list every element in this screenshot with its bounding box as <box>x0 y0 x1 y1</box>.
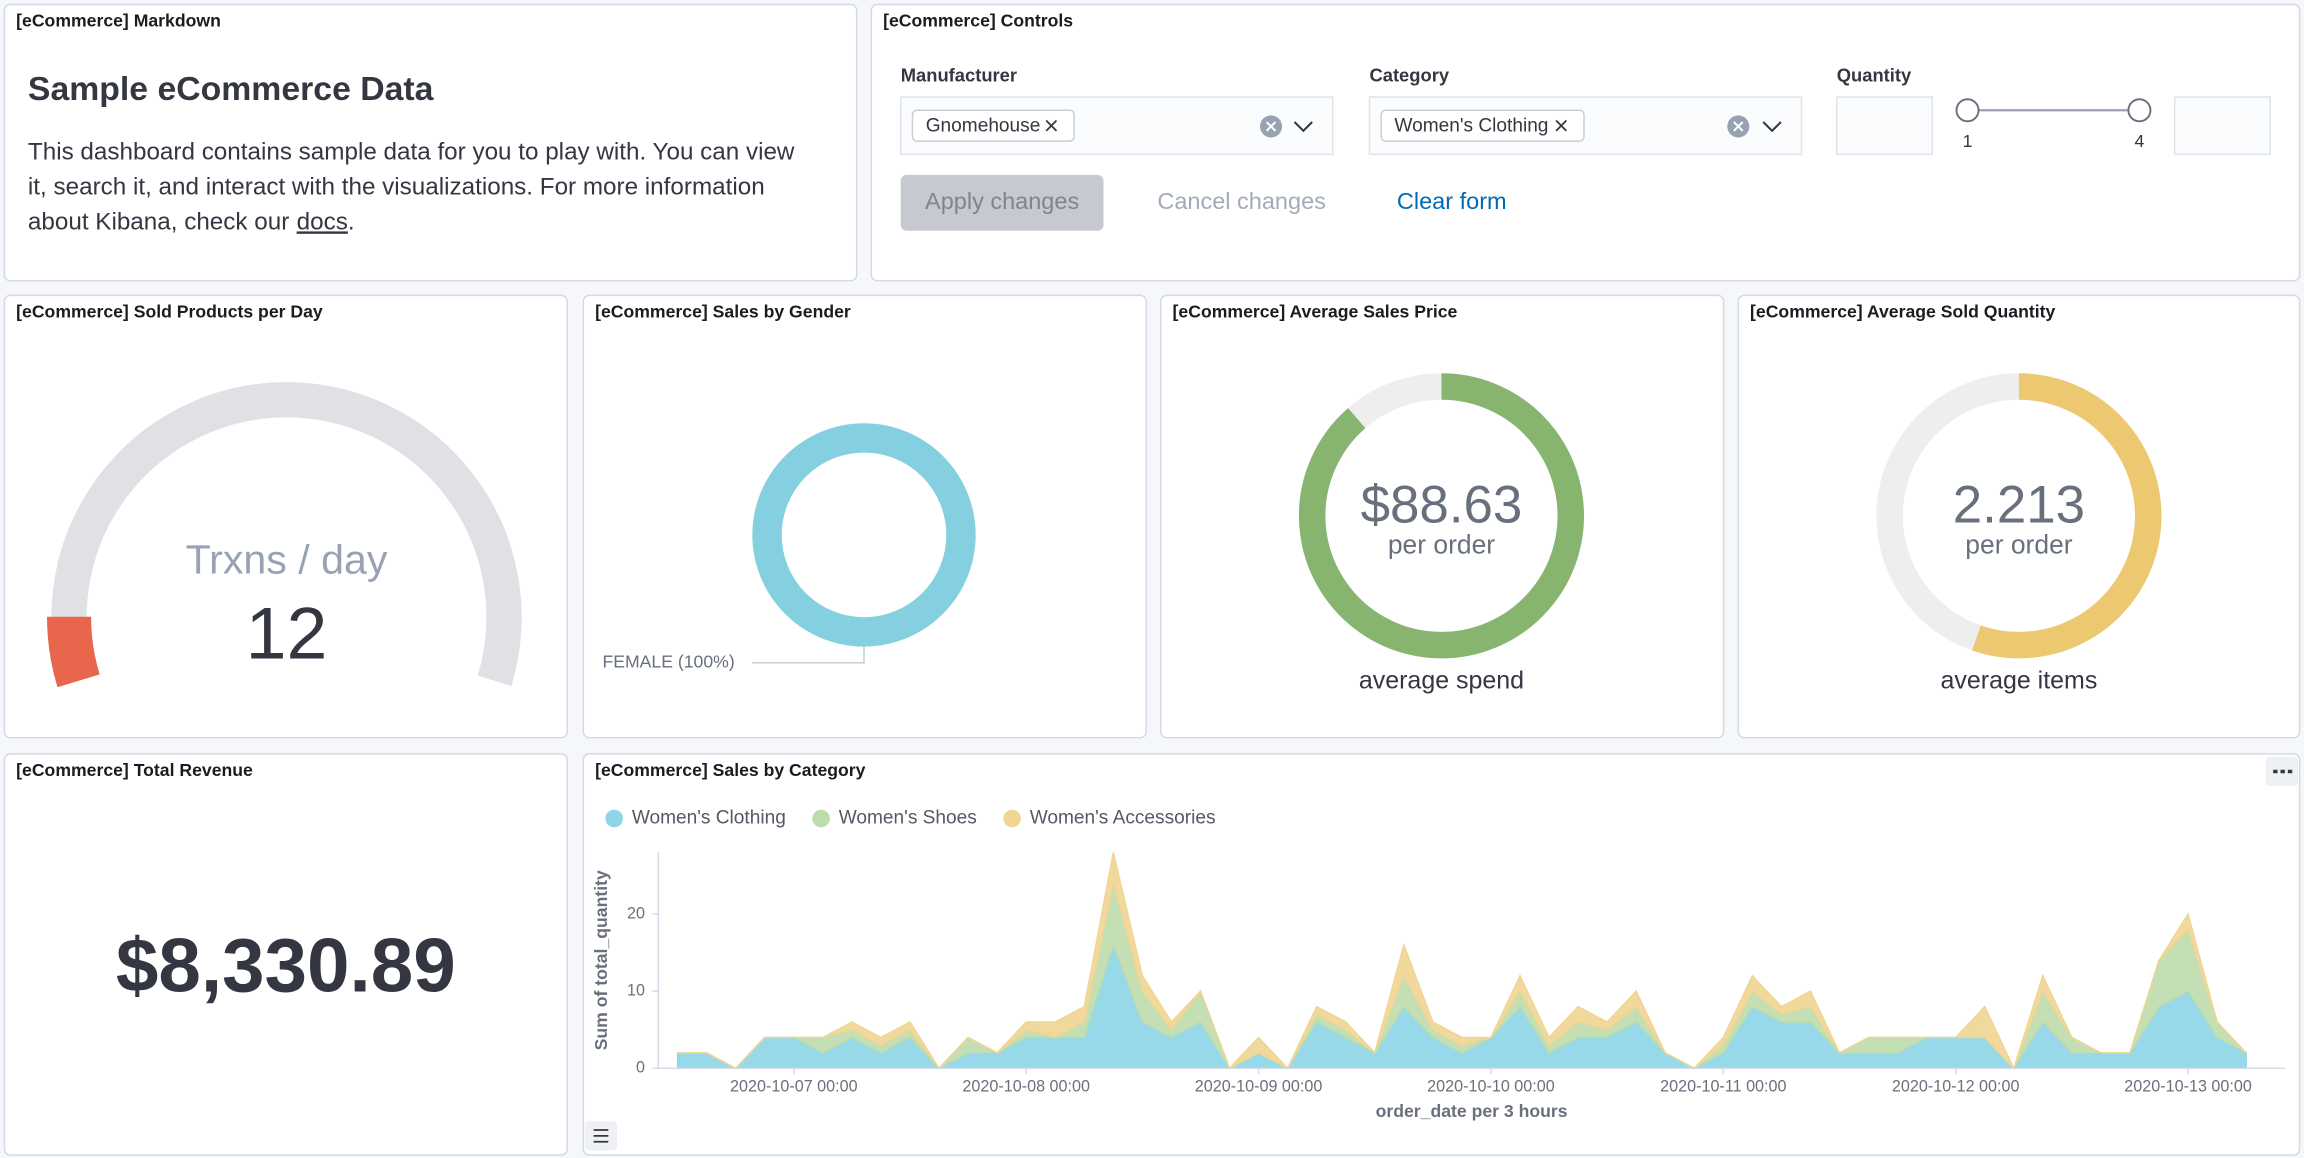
apply-button-text: Apply changes <box>925 188 1079 214</box>
slice-label: FEMALE (100%) <box>602 651 734 671</box>
paragraph-line: it, search it, and interact with the vis… <box>28 174 765 201</box>
goal-caption: average items <box>1941 666 2098 694</box>
slider-handle[interactable] <box>1956 99 1978 121</box>
slider-min-label: 1 <box>1963 131 1973 151</box>
manufacturer-select[interactable]: Gnomehouse <box>901 97 1333 154</box>
legend-swatch[interactable] <box>812 810 830 828</box>
gauge-value-label: 12 <box>246 592 328 675</box>
gauge-value <box>69 617 79 681</box>
goal-value-label: 2.213 <box>1953 475 2085 534</box>
legend-label[interactable]: Women's Clothing <box>632 808 786 829</box>
control-label: Manufacturer <box>901 64 1017 85</box>
docs-link[interactable]: docs <box>297 209 348 236</box>
clear-form-button[interactable]: Clear form <box>1397 188 1507 214</box>
x-tick-label: 2020-10-11 00:00 <box>1660 1078 1786 1096</box>
goal-value-label: $88.63 <box>1361 475 1523 534</box>
y-axis-title: Sum of total_quantity <box>591 870 611 1050</box>
x-tick-label: 2020-10-10 00:00 <box>1427 1078 1555 1096</box>
metric-value: $8,330.89 <box>116 924 456 1009</box>
panel-title: [eCommerce] Sales by Gender <box>595 302 851 322</box>
panel-title: [eCommerce] Sold Products per Day <box>16 302 323 322</box>
y-tick-label: 10 <box>627 981 645 999</box>
legend-label[interactable]: Women's Shoes <box>839 808 977 829</box>
cancel-button[interactable]: Cancel changes <box>1157 188 1326 214</box>
x-tick-label: 2020-10-08 00:00 <box>962 1078 1090 1096</box>
x-tick-label: 2020-10-13 00:00 <box>2124 1078 2252 1096</box>
y-tick-label: 20 <box>627 904 645 922</box>
x-axis-title: order_date per 3 hours <box>1376 1101 1568 1121</box>
panel-title: [eCommerce] Average Sold Quantity <box>1750 302 2055 322</box>
control-label: Category <box>1369 64 1449 85</box>
panel-title: [eCommerce] Sales by Category <box>595 760 866 780</box>
goal-sublabel: per order <box>1388 530 1495 560</box>
x-tick-label: 2020-10-12 00:00 <box>1892 1078 2020 1096</box>
panel-title: [eCommerce] Total Revenue <box>16 760 253 780</box>
legend-swatch[interactable] <box>1003 810 1021 828</box>
category-select[interactable]: Women's Clothing <box>1369 97 1801 154</box>
slider-max-label: 4 <box>2135 131 2145 151</box>
x-tick-label: 2020-10-09 00:00 <box>1195 1078 1323 1096</box>
y-tick-label: 0 <box>636 1059 645 1077</box>
paragraph-line: about Kibana, check our <box>28 209 289 236</box>
panel-title: [eCommerce] Markdown <box>16 11 221 31</box>
slider-handle[interactable] <box>2128 99 2150 121</box>
gauge-label: Trxns / day <box>186 537 388 583</box>
panel-title: [eCommerce] Average Sales Price <box>1173 302 1458 322</box>
control-label: Quantity <box>1837 64 1912 85</box>
goal-sublabel: per order <box>1965 530 2072 560</box>
legend-swatch[interactable] <box>605 810 623 828</box>
paragraph-line: This dashboard contains sample data for … <box>28 138 795 165</box>
chip-text: Gnomehouse <box>926 115 1041 136</box>
x-tick-label: 2020-10-07 00:00 <box>730 1078 858 1096</box>
heading: Sample eCommerce Data <box>28 70 434 108</box>
paragraph-end: . <box>348 209 355 236</box>
goal-caption: average spend <box>1359 666 1524 694</box>
legend-label[interactable]: Women's Accessories <box>1030 808 1216 829</box>
range-max-input[interactable] <box>2175 97 2271 154</box>
chip-text: Women's Clothing <box>1394 115 1548 136</box>
paragraph: about Kibana, check our docs. <box>28 209 355 236</box>
range-min-input[interactable] <box>1837 97 1933 154</box>
panel-title: [eCommerce] Controls <box>883 11 1073 31</box>
